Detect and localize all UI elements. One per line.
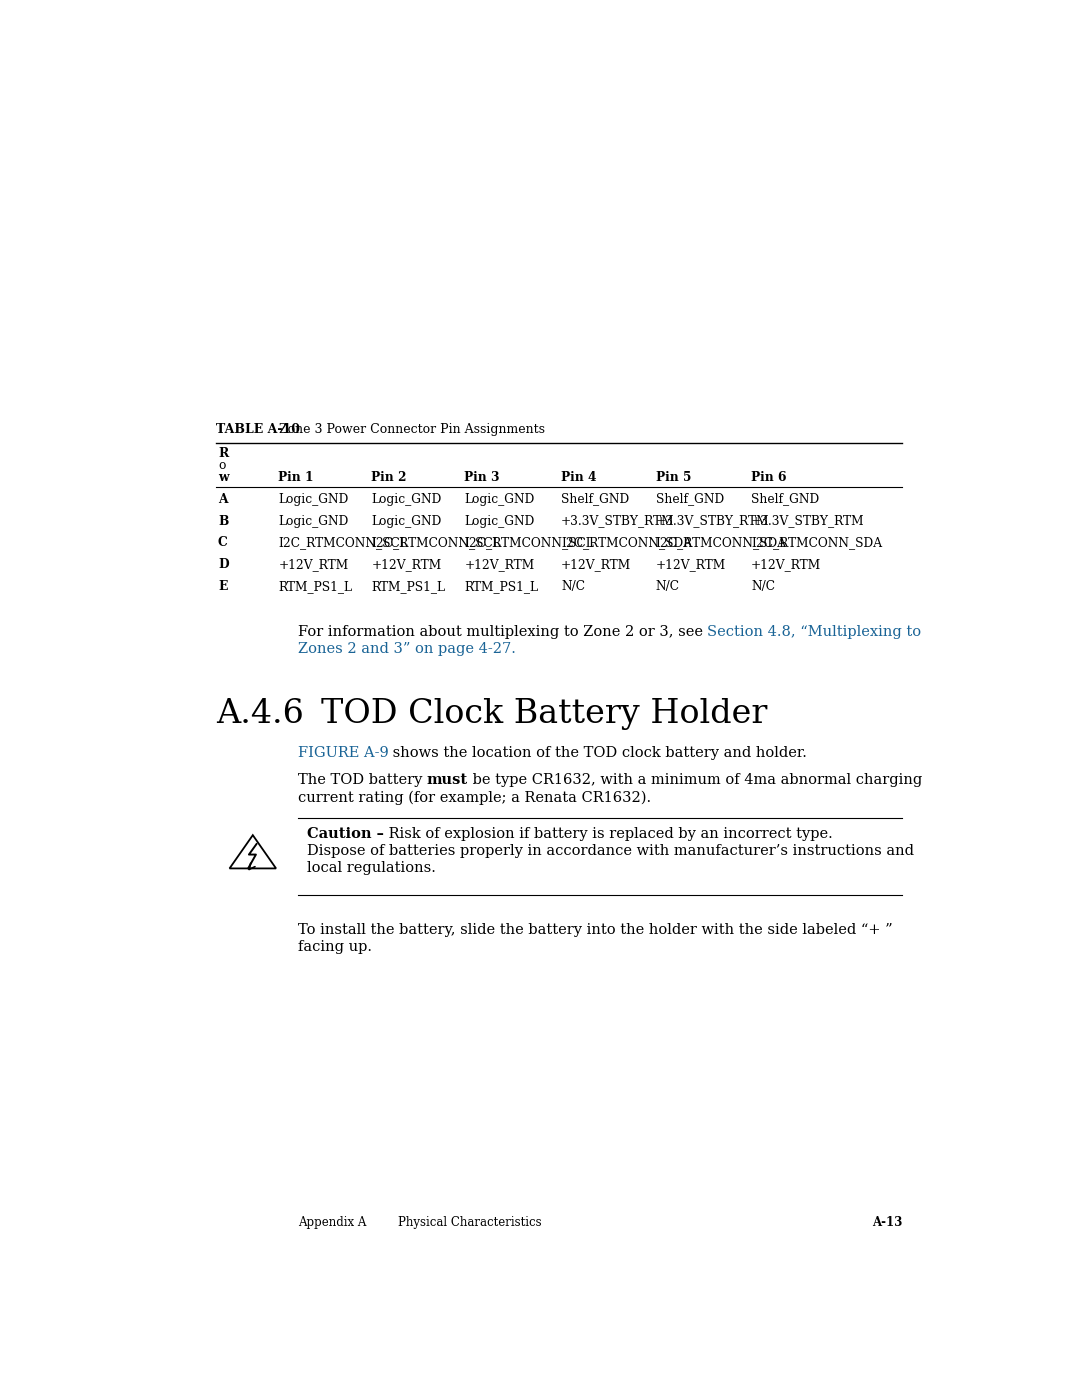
Text: current rating (for example; a Renata CR1632).: current rating (for example; a Renata CR… — [298, 791, 651, 805]
Text: Pin 4: Pin 4 — [562, 471, 597, 483]
Text: The TOD battery: The TOD battery — [298, 774, 427, 788]
Text: I2C_RTMCONN_SCL: I2C_RTMCONN_SCL — [464, 536, 594, 549]
Text: be type CR1632, with a minimum of 4ma abnormal charging: be type CR1632, with a minimum of 4ma ab… — [468, 774, 922, 788]
Text: +12V_RTM: +12V_RTM — [751, 559, 822, 571]
Text: Logic_GND: Logic_GND — [279, 493, 349, 506]
Text: To install the battery, slide the battery into the holder with the side labeled : To install the battery, slide the batter… — [298, 922, 892, 936]
Text: For information about multiplexing to Zone 2 or 3, see: For information about multiplexing to Zo… — [298, 626, 707, 640]
Text: Shelf_GND: Shelf_GND — [656, 493, 724, 506]
Text: N/C: N/C — [751, 580, 775, 594]
Text: I2C_RTMCONN_SCL: I2C_RTMCONN_SCL — [372, 536, 501, 549]
Text: shows the location of the TOD clock battery and holder.: shows the location of the TOD clock batt… — [389, 746, 808, 760]
Text: Physical Characteristics: Physical Characteristics — [399, 1217, 542, 1229]
Text: +12V_RTM: +12V_RTM — [562, 559, 632, 571]
Text: Logic_GND: Logic_GND — [372, 514, 442, 528]
Text: RTM_PS1_L: RTM_PS1_L — [279, 580, 352, 594]
Text: +3.3V_STBY_RTM: +3.3V_STBY_RTM — [751, 514, 865, 528]
Text: o: o — [218, 460, 226, 472]
Text: Dispose of batteries properly in accordance with manufacturer’s instructions and: Dispose of batteries properly in accorda… — [307, 844, 914, 858]
Text: must: must — [427, 774, 468, 788]
Text: I2C_RTMCONN_SDA: I2C_RTMCONN_SDA — [656, 536, 787, 549]
Text: Logic_GND: Logic_GND — [279, 514, 349, 528]
Text: B: B — [218, 514, 228, 528]
Text: Risk of explosion if battery is replaced by an incorrect type.: Risk of explosion if battery is replaced… — [383, 827, 833, 841]
Text: Appendix A: Appendix A — [298, 1217, 366, 1229]
Text: I2C_RTMCONN_SCL: I2C_RTMCONN_SCL — [279, 536, 408, 549]
Text: facing up.: facing up. — [298, 940, 372, 954]
Text: Caution –: Caution – — [307, 827, 383, 841]
Text: RTM_PS1_L: RTM_PS1_L — [372, 580, 445, 594]
Text: +12V_RTM: +12V_RTM — [464, 559, 535, 571]
Text: I2C_RTMCONN_SDA: I2C_RTMCONN_SDA — [751, 536, 882, 549]
Text: FIGURE A-9: FIGURE A-9 — [298, 746, 389, 760]
Text: Pin 6: Pin 6 — [751, 471, 786, 483]
Text: D: D — [218, 559, 229, 571]
Text: RTM_PS1_L: RTM_PS1_L — [464, 580, 538, 594]
Text: Shelf_GND: Shelf_GND — [751, 493, 820, 506]
Text: w: w — [218, 471, 229, 483]
Text: +12V_RTM: +12V_RTM — [279, 559, 349, 571]
Text: Shelf_GND: Shelf_GND — [562, 493, 630, 506]
Text: Logic_GND: Logic_GND — [372, 493, 442, 506]
Text: Zones 2 and 3” on page 4-27.: Zones 2 and 3” on page 4-27. — [298, 643, 515, 657]
Text: E: E — [218, 580, 227, 594]
Text: A: A — [218, 493, 228, 506]
Text: Pin 2: Pin 2 — [372, 471, 407, 483]
Text: For information about multiplexing to Zone 2 or 3, see: For information about multiplexing to Zo… — [298, 626, 707, 640]
Text: Pin 5: Pin 5 — [656, 471, 691, 483]
Text: TABLE A-10: TABLE A-10 — [216, 423, 300, 436]
Text: N/C: N/C — [562, 580, 585, 594]
Text: I2C_RTMCONN_SDA: I2C_RTMCONN_SDA — [562, 536, 692, 549]
Text: C: C — [218, 536, 228, 549]
Text: Logic_GND: Logic_GND — [464, 493, 535, 506]
Text: A.4.6: A.4.6 — [216, 697, 305, 729]
Text: local regulations.: local regulations. — [307, 861, 436, 875]
Text: N/C: N/C — [656, 580, 679, 594]
Text: R: R — [218, 447, 228, 460]
Text: +3.3V_STBY_RTM: +3.3V_STBY_RTM — [562, 514, 675, 528]
Text: Pin 1: Pin 1 — [279, 471, 314, 483]
Text: Section 4.8, “Multiplexing to: Section 4.8, “Multiplexing to — [707, 626, 921, 640]
Text: A-13: A-13 — [872, 1217, 902, 1229]
Text: Zone 3 Power Connector Pin Assignments: Zone 3 Power Connector Pin Assignments — [267, 423, 544, 436]
Text: Logic_GND: Logic_GND — [464, 514, 535, 528]
Text: TOD Clock Battery Holder: TOD Clock Battery Holder — [321, 697, 768, 729]
Text: +12V_RTM: +12V_RTM — [372, 559, 442, 571]
Text: Pin 3: Pin 3 — [464, 471, 500, 483]
Text: +12V_RTM: +12V_RTM — [656, 559, 726, 571]
Text: +3.3V_STBY_RTM: +3.3V_STBY_RTM — [656, 514, 769, 528]
